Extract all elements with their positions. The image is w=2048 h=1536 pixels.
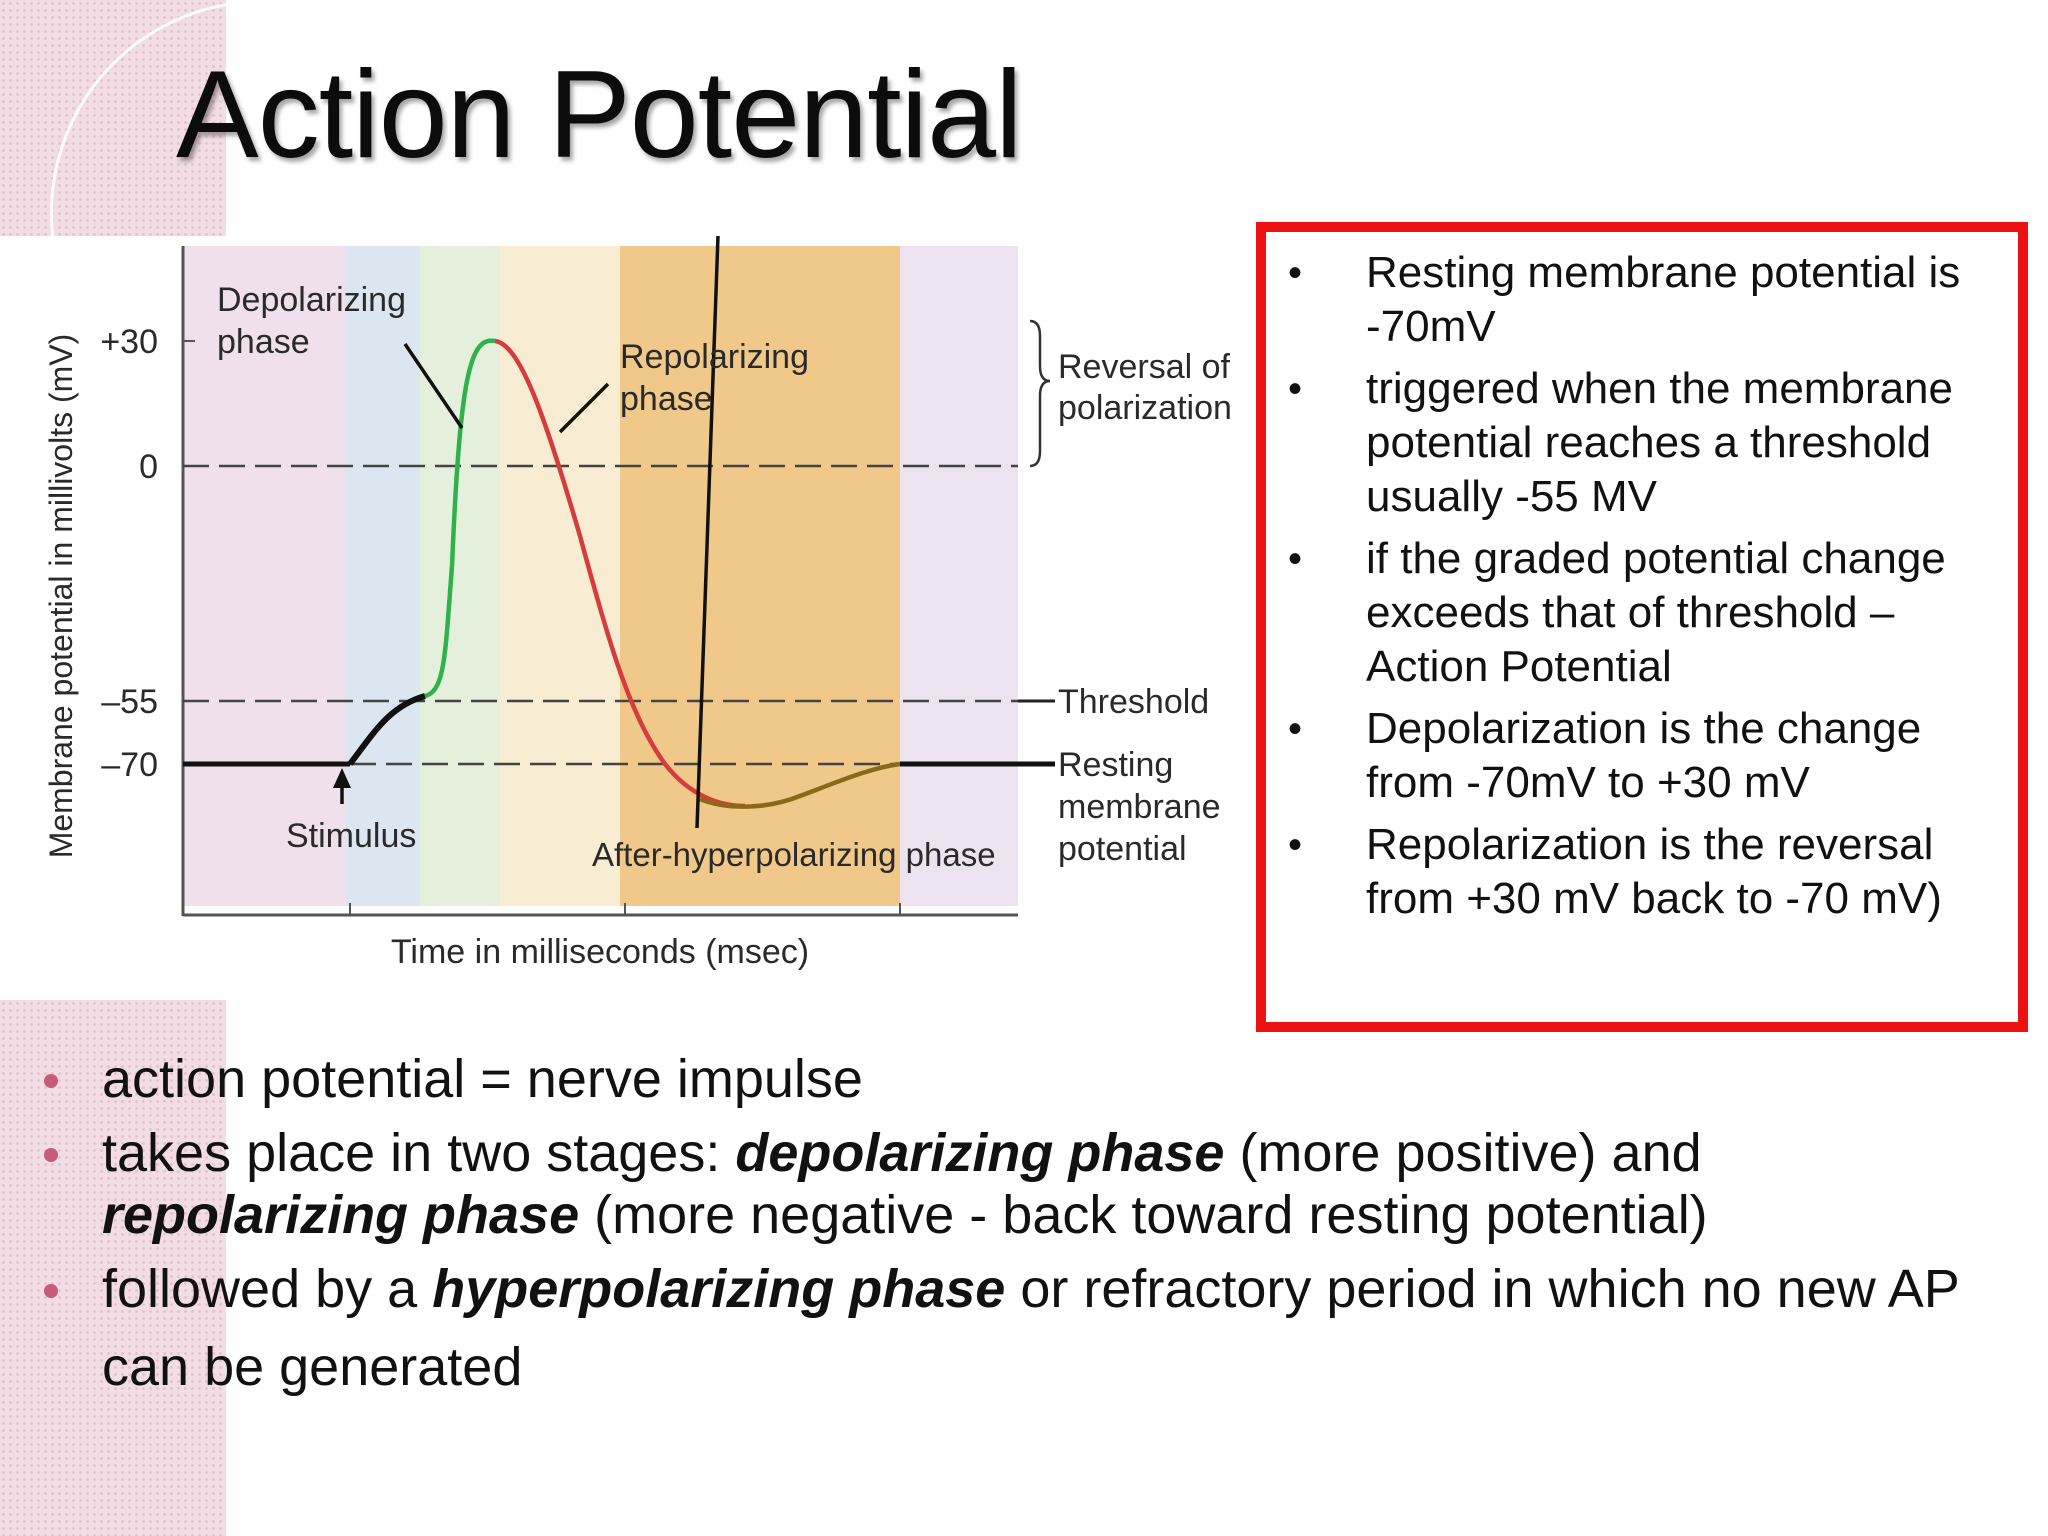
reversal-brace: [1029, 319, 1051, 468]
diagram-svg: Membrane potential in millivolts (mV) +3…: [43, 236, 1232, 971]
decorative-band-bottom: [0, 1000, 226, 1536]
stimulus-label: Stimulus: [286, 817, 416, 855]
x-axis-label: Time in milliseconds (msec): [391, 933, 809, 971]
y-tick-label: –70: [101, 746, 158, 784]
bullet-text: action potential = nerve impulse: [102, 1049, 863, 1109]
stimulus-rise-curve: [347, 693, 426, 766]
summary-item-text: triggered when the membrane potential re…: [1366, 364, 1953, 521]
band-resting: [183, 246, 345, 906]
bullet-dot-icon: [44, 1074, 58, 1088]
stimulus-arrow-head: [333, 768, 351, 788]
bullet-emphasis: repolarizing phase: [102, 1185, 580, 1245]
repolarizing-phase-label: Repolarizing: [620, 338, 809, 376]
bullet-text: or refractory period in which no new AP: [1005, 1259, 1960, 1319]
bullet-symbol: •: [1288, 707, 1303, 751]
bullet-item: followed by a hyperpolarizing phase or r…: [40, 1258, 2000, 1320]
bullet-text: followed by a: [102, 1259, 433, 1319]
summary-item: • if the graded potential change exceeds …: [1266, 532, 2006, 694]
bullet-emphasis: hyperpolarizing phase: [432, 1259, 1006, 1319]
bullet-emphasis: depolarizing phase: [735, 1123, 1225, 1183]
hyperpolarizing-curve: [699, 761, 901, 809]
bullet-text: takes place in two stages:: [102, 1123, 736, 1183]
summary-item: • Resting membrane potential is -70mV: [1266, 246, 2006, 354]
summary-box: • Resting membrane potential is -70mV • tr…: [1256, 222, 2028, 1032]
reversal-label: Reversal of: [1058, 348, 1231, 386]
y-tick-label: –55: [101, 683, 158, 721]
slide-title: Action Potential: [176, 46, 1023, 184]
depolarizing-phase-label: phase: [217, 323, 310, 361]
summary-list: • Resting membrane potential is -70mV • tr…: [1266, 232, 2018, 926]
bullet-text: can be generated: [102, 1337, 523, 1397]
bullet-symbol: •: [1288, 537, 1303, 581]
bullet-dot-icon: [44, 1148, 58, 1162]
bullet-item: takes place in two stages: depolarizing …: [40, 1122, 2000, 1246]
y-axis-label: Membrane potential in millivolts (mV): [43, 334, 79, 859]
depolarizing-phase-label: Depolarizing: [217, 281, 406, 319]
y-tick-label: 0: [139, 448, 158, 486]
bullet-continuation: can be generated: [40, 1336, 2000, 1398]
after-hyperpolarizing-label: After-hyperpolarizing phase: [592, 836, 996, 873]
bullet-symbol: •: [1288, 367, 1303, 411]
band-recovery: [900, 246, 1018, 906]
resting-label: Resting: [1058, 746, 1173, 784]
depolarizing-curve: [424, 338, 496, 699]
bullet-symbol: •: [1288, 823, 1303, 867]
summary-item-text: if the graded potential change exceeds t…: [1366, 534, 1946, 691]
action-potential-diagram: Membrane potential in millivolts (mV) +3…: [0, 236, 1260, 996]
bullet-dot-icon: [44, 1284, 58, 1298]
band-peak: [500, 246, 620, 906]
repolarizing-curve: [494, 338, 746, 809]
summary-item: • Depolarization is the change from -70mV…: [1266, 702, 2006, 810]
summary-item-text: Repolarization is the reversal from +30 …: [1366, 820, 1942, 923]
band-depolarizing: [420, 246, 500, 906]
bullet-symbol: •: [1288, 251, 1303, 295]
resting-label: potential: [1058, 830, 1187, 868]
bullet-list: action potential = nerve impulse takes p…: [40, 1048, 2000, 1410]
band-repolarizing: [620, 246, 900, 906]
bullet-text: (more negative - back toward resting pot…: [579, 1185, 1708, 1245]
reversal-label: polarization: [1058, 389, 1232, 427]
band-stimulus: [345, 246, 420, 906]
threshold-label: Threshold: [1058, 683, 1209, 721]
resting-label: membrane: [1058, 788, 1221, 826]
depolarizing-pointer: [403, 343, 464, 429]
repolarizing-pointer: [558, 382, 610, 434]
after-hyperpolarizing-pointer: [695, 236, 720, 829]
bullet-text: (more positive) and: [1224, 1123, 1702, 1183]
y-tick-label: +30: [100, 323, 158, 361]
summary-item: • triggered when the membrane potential r…: [1266, 362, 2006, 524]
bullet-item: action potential = nerve impulse: [40, 1048, 2000, 1110]
summary-item-text: Depolarization is the change from -70mV …: [1366, 704, 1922, 807]
summary-item-text: Resting membrane potential is -70mV: [1366, 248, 1961, 351]
summary-item: • Repolarization is the reversal from +30…: [1266, 818, 2006, 926]
repolarizing-phase-label: phase: [620, 380, 713, 418]
